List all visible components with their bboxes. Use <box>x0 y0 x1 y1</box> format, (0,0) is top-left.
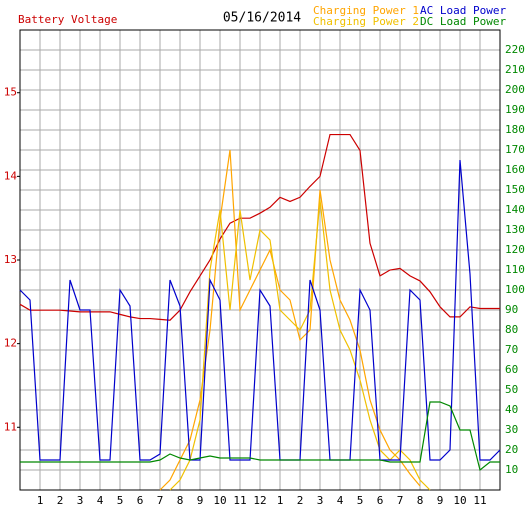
y2-tick-label: 160 <box>505 163 525 176</box>
x-tick-label: 6 <box>137 494 144 507</box>
y2-tick-label: 200 <box>505 83 525 96</box>
y2-tick-label: 130 <box>505 223 525 236</box>
x-tick-label: 3 <box>77 494 84 507</box>
y-tick-label: 13 <box>4 253 17 266</box>
y-tick-label: 14 <box>4 169 18 182</box>
x-tick-label: 5 <box>117 494 124 507</box>
y2-tick-label: 120 <box>505 243 525 256</box>
y2-tick-label: 140 <box>505 203 525 216</box>
x-tick-label: 11 <box>473 494 486 507</box>
y2-tick-label: 80 <box>505 323 518 336</box>
y2-tick-label: 100 <box>505 283 525 296</box>
x-tick-label: 8 <box>177 494 184 507</box>
x-tick-label: 6 <box>377 494 384 507</box>
x-tick-label: 7 <box>157 494 164 507</box>
series-line <box>169 199 431 491</box>
x-tick-label: 7 <box>397 494 404 507</box>
x-tick-label: 10 <box>213 494 226 507</box>
y2-tick-label: 40 <box>505 403 518 416</box>
y2-tick-label: 30 <box>505 423 518 436</box>
y2-tick-label: 90 <box>505 303 518 316</box>
legend-entry: Charging Power 2 <box>313 15 419 28</box>
series-line <box>19 159 501 461</box>
y2-tick-label: 170 <box>505 143 525 156</box>
x-tick-label: 5 <box>357 494 364 507</box>
legend-entry: Charging Power 1 <box>313 4 419 17</box>
x-tick-label: 3 <box>317 494 324 507</box>
y-axis-label: Battery Voltage <box>18 13 117 26</box>
x-tick-label: 2 <box>297 494 304 507</box>
y-tick-label: 15 <box>4 86 17 99</box>
y2-tick-label: 50 <box>505 383 518 396</box>
x-tick-label: 9 <box>437 494 444 507</box>
legend-entry: DC Load Power <box>420 15 506 28</box>
x-tick-label: 9 <box>197 494 204 507</box>
x-tick-label: 11 <box>233 494 246 507</box>
x-tick-label: 2 <box>57 494 64 507</box>
x-tick-label: 10 <box>453 494 466 507</box>
chart-title: 05/16/2014 <box>223 11 301 26</box>
y2-tick-label: 150 <box>505 183 525 196</box>
y2-tick-label: 60 <box>505 363 518 376</box>
y-tick-label: 11 <box>4 420 17 433</box>
x-tick-label: 12 <box>253 494 266 507</box>
x-tick-label: 4 <box>97 494 104 507</box>
plot-frame <box>19 29 501 491</box>
y2-tick-label: 20 <box>505 443 518 456</box>
series-line <box>19 133 500 321</box>
series-line <box>20 401 500 472</box>
x-tick-label: 1 <box>277 494 284 507</box>
y-tick-label: 12 <box>4 337 17 350</box>
legend-entry: AC Load Power <box>420 4 506 17</box>
x-tick-label: 4 <box>337 494 344 507</box>
y2-tick-label: 210 <box>505 63 525 76</box>
y2-tick-label: 10 <box>505 463 518 476</box>
x-tick-label: 8 <box>417 494 424 507</box>
y2-tick-label: 110 <box>505 263 525 276</box>
x-tick-label: 1 <box>37 494 44 507</box>
y2-tick-label: 220 <box>505 43 525 56</box>
y2-tick-label: 180 <box>505 123 525 136</box>
y2-tick-label: 190 <box>505 103 525 116</box>
y2-tick-label: 70 <box>505 343 518 356</box>
